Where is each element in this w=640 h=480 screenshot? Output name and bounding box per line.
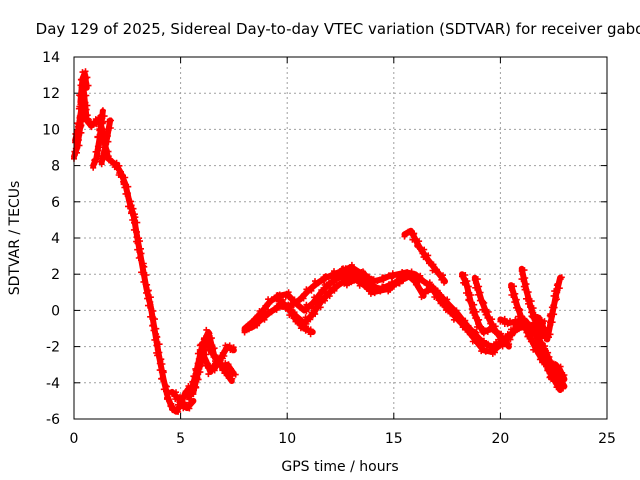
x-tick-label: 15 — [385, 431, 403, 447]
points-branch-4.8h — [169, 389, 196, 412]
y-tick-label: 10 — [42, 122, 60, 138]
y-tick-label: -4 — [46, 376, 60, 392]
points-late-3 — [401, 228, 447, 286]
grid — [74, 57, 607, 419]
y-tick-label: 6 — [51, 195, 60, 211]
x-axis-label: GPS time / hours — [281, 459, 398, 475]
y-tick-label: 12 — [42, 86, 60, 102]
y-tick-label: -2 — [46, 340, 60, 356]
x-tick-label: 20 — [491, 431, 509, 447]
points-branch-0.2h — [72, 103, 90, 146]
series-group — [71, 68, 568, 415]
plot-frame — [73, 56, 608, 420]
y-axis-label: SDTVAR / TECUs — [7, 181, 23, 296]
points-late-10 — [544, 360, 568, 385]
points-late-9 — [497, 315, 548, 332]
points-branch-1.3h — [98, 117, 114, 168]
points-spike-upper — [76, 68, 92, 108]
x-tick-label: 5 — [176, 431, 185, 447]
points-midday-4 — [288, 261, 365, 311]
points-branch-7h — [211, 342, 237, 374]
y-tick-label: -6 — [46, 412, 60, 428]
y-tick-label: 0 — [51, 303, 60, 319]
chart-title: Day 129 of 2025, Sidereal Day-to-day VTE… — [36, 20, 640, 38]
x-tick-label: 25 — [598, 431, 616, 447]
x-tick-label: 0 — [70, 431, 79, 447]
y-tick-label: 2 — [51, 267, 60, 283]
x-tick-labels: 0 5 10 15 20 25 — [70, 431, 616, 447]
y-tick-label: 14 — [42, 50, 60, 66]
points-late-5 — [471, 276, 503, 343]
y-tick-label: 4 — [51, 231, 60, 247]
y-tick-label: 8 — [51, 159, 60, 175]
x-tick-label: 10 — [278, 431, 296, 447]
y-tick-labels: -6 -4 -2 0 2 4 6 8 10 12 14 — [42, 50, 60, 428]
